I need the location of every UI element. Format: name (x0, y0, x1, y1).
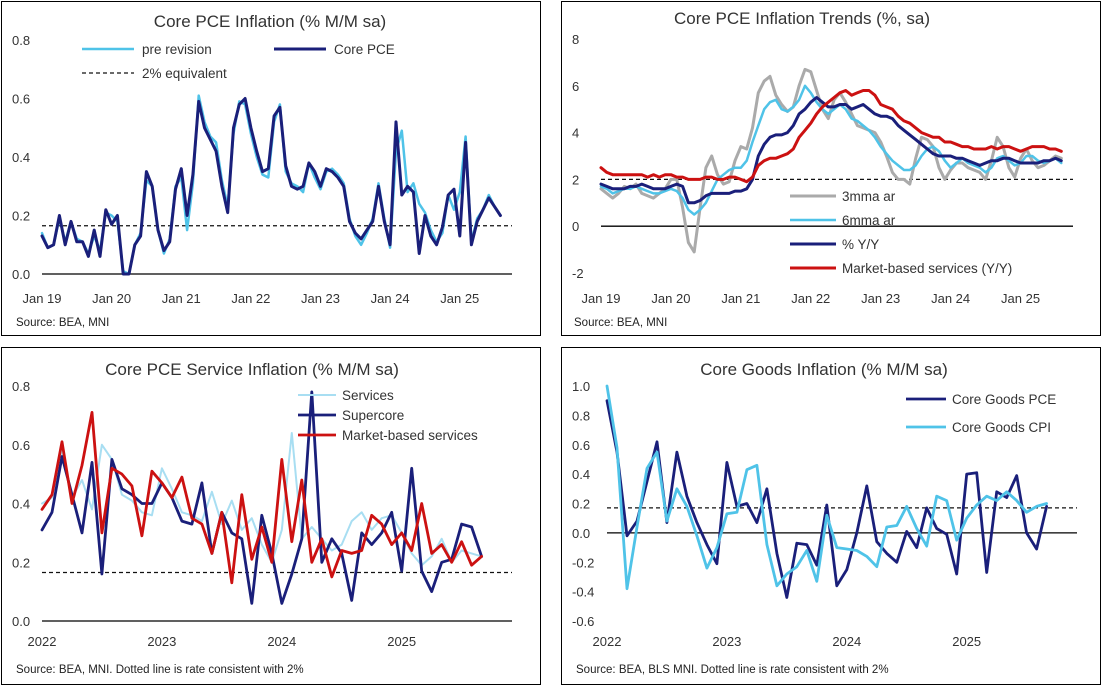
legend: pre revision Core PCE 2% equivalent (82, 42, 395, 81)
x-tick-label: 2025 (387, 634, 416, 649)
series-line-core-goods-pce (605, 399, 1049, 599)
chart-title: Core PCE Inflation Trends (%, sa) (674, 9, 930, 28)
legend-label-services: Services (342, 388, 394, 403)
y-tick-label: 0.4 (572, 467, 590, 482)
y-tick-label: 0.4 (12, 497, 30, 512)
y-tick-label: 1.0 (572, 379, 590, 394)
x-tick-label: Jan 19 (22, 291, 61, 306)
y-tick-label: 0.2 (12, 209, 30, 224)
series-line-market-based-services (40, 411, 484, 585)
series-line-market-based-services-y-y (599, 89, 1063, 184)
y-tick-label: 8 (572, 32, 579, 47)
chart-panel-core-goods: Core Goods Inflation (% M/M sa) -0.6 -0.4… (561, 347, 1101, 685)
legend-label-6mma: 6mma ar (842, 213, 896, 228)
y-tick-label: 0.8 (12, 33, 30, 48)
y-tick-label: 0.6 (12, 438, 30, 453)
x-tick-label: 2022 (28, 634, 57, 649)
y-tick-label: 0.0 (12, 614, 30, 629)
legend-label-pre-revision: pre revision (142, 42, 212, 57)
y-tick-label: 0.2 (12, 555, 30, 570)
x-tick-label: 2022 (593, 634, 622, 649)
x-tick-label: Jan 25 (440, 291, 479, 306)
x-tick-label: Jan 21 (721, 291, 760, 306)
x-tick-label: Jan 22 (791, 291, 830, 306)
x-tick-label: Jan 24 (931, 291, 970, 306)
legend-label-yy: % Y/Y (842, 237, 879, 252)
series-line-core-goods-cpi (605, 384, 1049, 591)
x-tick-label: Jan 22 (231, 291, 270, 306)
x-tick-label: 2025 (952, 634, 981, 649)
chart-title: Core PCE Service Inflation (% M/M sa) (105, 360, 399, 379)
y-tick-label: -2 (572, 266, 584, 281)
x-tick-label: Jan 23 (861, 291, 900, 306)
legend-label-supercore: Supercore (342, 408, 404, 423)
x-tick-label: Jan 20 (92, 291, 131, 306)
y-tick-label: 0.0 (572, 526, 590, 541)
series-line--y-y (599, 96, 1063, 205)
y-tick-label: 2 (572, 172, 579, 187)
legend-label-2pct: 2% equivalent (142, 66, 227, 81)
y-tick-label: 4 (572, 126, 579, 141)
chart-title: Core Goods Inflation (% M/M sa) (700, 360, 948, 379)
x-tick-label: 2023 (147, 634, 176, 649)
y-tick-label: 0.6 (572, 438, 590, 453)
chart-core-pce-trends: Core PCE Inflation Trends (%, sa) -2 0 2 4 6… (572, 9, 1073, 329)
legend-label-market: Market-based services (Y/Y) (842, 261, 1012, 276)
x-tick-label: Jan 20 (651, 291, 690, 306)
legend: 3mma ar 6mma ar % Y/Y Market-based servi… (790, 189, 1012, 276)
x-tick-label: 2024 (832, 634, 861, 649)
legend: Core Goods PCE Core Goods CPI (906, 392, 1056, 435)
series-line-6mma-ar (599, 84, 1063, 216)
y-tick-label: -0.2 (572, 555, 594, 570)
chart-title: Core PCE Inflation (% M/M sa) (154, 12, 386, 31)
y-tick-label: 0.4 (12, 150, 30, 165)
chart-core-goods: Core Goods Inflation (% M/M sa) -0.6 -0.4… (572, 360, 1077, 676)
y-tick-label: 0.0 (12, 267, 30, 282)
chart-panel-core-pce-trends: Core PCE Inflation Trends (%, sa) -2 0 2 4 6… (561, 1, 1101, 336)
x-tick-label: Jan 21 (162, 291, 201, 306)
source-note: Source: BEA, MNI (574, 317, 667, 329)
source-note: Source: BEA, BLS MNI. Dotted line is rat… (576, 664, 889, 676)
source-note: Source: BEA, MNI (16, 317, 109, 329)
y-tick-label: -0.6 (572, 614, 594, 629)
series-line-core-pce (40, 97, 502, 276)
legend: Services Supercore Market-based services (298, 388, 478, 443)
y-tick-label: 0.8 (572, 408, 590, 423)
y-tick-label: 0.2 (572, 497, 590, 512)
y-tick-label: 6 (572, 79, 579, 94)
legend-label-core-pce: Core PCE (334, 42, 395, 57)
chart-panel-core-pce-services: Core PCE Service Inflation (% M/M sa) 0.… (1, 347, 541, 685)
chart-core-pce-services: Core PCE Service Inflation (% M/M sa) 0.… (12, 360, 512, 676)
series-line-pre-revision (40, 94, 502, 276)
chart-core-pce: Core PCE Inflation (% M/M sa) 0.0 0.2 0.4 0… (12, 12, 512, 329)
x-tick-label: Jan 24 (371, 291, 410, 306)
y-tick-label: -0.4 (572, 585, 594, 600)
legend-label-goods-pce: Core Goods PCE (952, 392, 1056, 407)
y-tick-label: 0.6 (12, 92, 30, 107)
x-tick-label: 2024 (267, 634, 296, 649)
chart-panel-core-pce: Core PCE Inflation (% M/M sa) 0.0 0.2 0.4 0… (1, 1, 541, 336)
x-tick-label: Jan 25 (1001, 291, 1040, 306)
source-note: Source: BEA, MNI. Dotted line is rate co… (16, 664, 304, 676)
y-tick-label: 0.8 (12, 379, 30, 394)
legend-label-goods-cpi: Core Goods CPI (952, 420, 1051, 435)
x-tick-label: 2023 (712, 634, 741, 649)
legend-label-market: Market-based services (342, 428, 478, 443)
y-tick-label: 0 (572, 219, 579, 234)
x-tick-label: Jan 19 (581, 291, 620, 306)
legend-label-3mma: 3mma ar (842, 189, 896, 204)
x-tick-label: Jan 23 (301, 291, 340, 306)
